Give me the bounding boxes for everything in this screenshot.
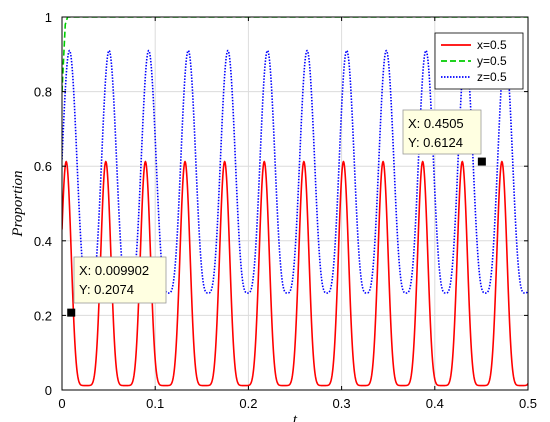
y-tick-label: 0.6	[34, 159, 52, 174]
data-tip-y: Y: 0.2074	[79, 282, 134, 297]
data-tip-x: X: 0.009902	[79, 263, 149, 278]
x-tick-label: 0.2	[239, 396, 257, 411]
data-tip: X: 0.009902 Y: 0.2074	[67, 256, 167, 317]
data-tip-marker	[477, 157, 486, 166]
axis-ticks: 0 0.1 0.2 0.3 0.4 0.5 0 0.2 0.4 0.6 0.8 1	[34, 10, 537, 411]
plot-frame	[61, 16, 529, 391]
x-tick-label: 0.4	[426, 396, 444, 411]
y-tick-label: 1	[45, 10, 52, 25]
data-tip-marker	[67, 308, 76, 317]
data-tip-box	[73, 256, 167, 304]
legend-label: y=0.5	[477, 54, 507, 68]
x-tick-label: 0.5	[519, 396, 537, 411]
x-tick-label: 0.3	[333, 396, 351, 411]
legend-label: z=0.5	[477, 70, 507, 84]
y-tick-label: 0.8	[34, 85, 52, 100]
y-tick-label: 0	[45, 383, 52, 398]
legend-label: x=0.5	[477, 38, 507, 52]
x-tick-label: 0.1	[146, 396, 164, 411]
legend-box	[434, 32, 524, 90]
x-axis-label: t	[293, 412, 298, 422]
x-tick-label: 0	[58, 396, 65, 411]
data-tips: X: 0.009902 Y: 0.2074 X: 0.4505 Y: 0.6124	[67, 109, 486, 317]
legend: x=0.5 y=0.5 z=0.5	[434, 32, 524, 90]
data-tip-box	[402, 109, 482, 155]
series-line	[62, 49, 528, 294]
data-tip: X: 0.4505 Y: 0.6124	[402, 109, 486, 166]
data-tip-y: Y: 0.6124	[408, 135, 463, 150]
y-tick-label: 0.4	[34, 234, 52, 249]
y-tick-label: 0.2	[34, 308, 52, 323]
data-tip-x: X: 0.4505	[408, 116, 464, 131]
y-axis-label: Proportion	[10, 170, 26, 237]
